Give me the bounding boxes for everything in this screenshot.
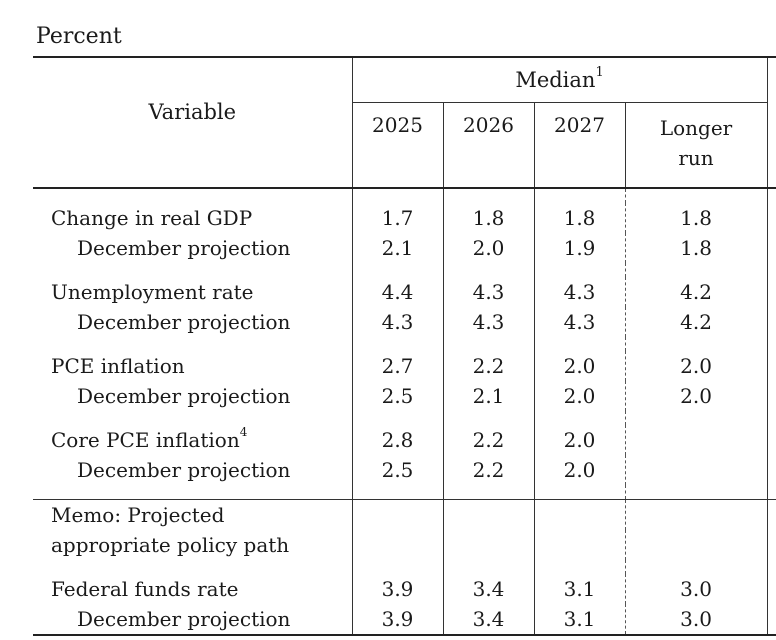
table-row: December projection 2.5 2.2 2.0 xyxy=(33,455,776,485)
table-cell: 2.2 xyxy=(442,425,534,455)
row-label: December projection xyxy=(77,458,291,482)
table-cell: 3.0 xyxy=(625,574,768,604)
table-cell: 1.8 xyxy=(625,203,768,233)
table-cell: 3.9 xyxy=(351,574,443,604)
table-cell: 4.3 xyxy=(533,307,626,337)
table-row: Change in real GDP 1.7 1.8 1.8 1.8 xyxy=(33,203,776,233)
table-cell: 2.8 xyxy=(351,425,443,455)
table-cell: 1.8 xyxy=(533,203,626,233)
longer-run-line1: Longer xyxy=(659,116,733,140)
median-footnote: 1 xyxy=(595,65,604,80)
table-cell: 2.0 xyxy=(533,381,626,411)
table-cell: 2.1 xyxy=(442,381,534,411)
table-cell: 2.5 xyxy=(351,455,443,485)
table-cell: 4.2 xyxy=(625,307,768,337)
table-cell: 1.7 xyxy=(351,203,443,233)
unit-label: Percent xyxy=(36,24,122,49)
table-row: Unemployment rate 4.4 4.3 4.3 4.2 xyxy=(33,277,776,307)
table-cell: 4.4 xyxy=(351,277,443,307)
table-cell: 1.9 xyxy=(533,233,626,263)
row-label: Change in real GDP xyxy=(51,206,253,230)
table-cell: 2.2 xyxy=(442,455,534,485)
row-label: Unemployment rate xyxy=(51,280,254,304)
table-cell: 2.0 xyxy=(625,381,768,411)
row-label: December projection xyxy=(77,236,291,260)
table-cell: 2.5 xyxy=(351,381,443,411)
row-label: December projection xyxy=(77,310,291,334)
cut-column-subheader xyxy=(766,102,776,189)
median-header: Median1 xyxy=(351,56,768,103)
table-cell: 4.2 xyxy=(625,277,768,307)
table-row: Federal funds rate 3.9 3.4 3.1 3.0 xyxy=(33,574,776,604)
memo-label-line2: appropriate policy path xyxy=(51,533,290,557)
row-label: PCE inflation xyxy=(51,354,185,378)
table-cell: 4.3 xyxy=(442,307,534,337)
longer-run-header: Longer run xyxy=(624,102,768,189)
table-row: PCE inflation 2.7 2.2 2.0 2.0 xyxy=(33,351,776,381)
projections-table: Variable Median1 2025 2026 2027 Longer ru… xyxy=(33,56,776,636)
table-row: December projection 2.5 2.1 2.0 2.0 xyxy=(33,381,776,411)
table-row: December projection 3.9 3.4 3.1 3.0 xyxy=(33,604,776,636)
year-header-2027: 2027 xyxy=(533,102,625,189)
row-label: Federal funds rate xyxy=(51,577,239,601)
table-cell: 2.0 xyxy=(533,425,626,455)
table-cell: 2.0 xyxy=(533,455,626,485)
table-cell: 1.8 xyxy=(625,233,768,263)
table-cell: 3.4 xyxy=(442,604,534,636)
table-cell: 1.8 xyxy=(442,203,534,233)
table-cell: 3.0 xyxy=(625,604,768,636)
median-header-label: Median xyxy=(515,68,596,92)
table-cell: 3.1 xyxy=(533,574,626,604)
cut-column-header xyxy=(766,56,776,103)
table-cell xyxy=(625,455,768,485)
table-cell: 2.7 xyxy=(351,351,443,381)
table-row: Core PCE inflation4 2.8 2.2 2.0 xyxy=(33,425,776,455)
table-cell: 3.4 xyxy=(442,574,534,604)
table-cell: 3.9 xyxy=(351,604,443,636)
table-cell: 2.0 xyxy=(533,351,626,381)
table-cell: 4.3 xyxy=(351,307,443,337)
table-cell: 2.2 xyxy=(442,351,534,381)
row-label: Core PCE inflation4 xyxy=(33,425,352,455)
table-cell: 2.1 xyxy=(351,233,443,263)
variable-header: Variable xyxy=(33,56,352,189)
row-label-text: Core PCE inflation xyxy=(51,428,240,452)
row-footnote: 4 xyxy=(239,425,248,440)
row-label: December projection xyxy=(33,604,352,636)
memo-label-line1: Memo: Projected xyxy=(33,499,352,530)
longer-run-line2: run xyxy=(678,146,714,170)
table-cell: 2.0 xyxy=(442,233,534,263)
row-label: December projection xyxy=(77,384,291,408)
year-header-2026: 2026 xyxy=(442,102,534,189)
table-row: December projection 4.3 4.3 4.3 4.2 xyxy=(33,307,776,337)
table-cell: 2.0 xyxy=(625,351,768,381)
table-row: December projection 2.1 2.0 1.9 1.8 xyxy=(33,233,776,263)
table-cell: 4.3 xyxy=(533,277,626,307)
memo-row: Memo: Projected xyxy=(33,499,776,530)
year-header-2025: 2025 xyxy=(351,102,443,189)
memo-row: appropriate policy path xyxy=(33,530,776,560)
table-cell xyxy=(625,425,768,455)
table-cell: 3.1 xyxy=(533,604,626,636)
table-cell: 4.3 xyxy=(442,277,534,307)
